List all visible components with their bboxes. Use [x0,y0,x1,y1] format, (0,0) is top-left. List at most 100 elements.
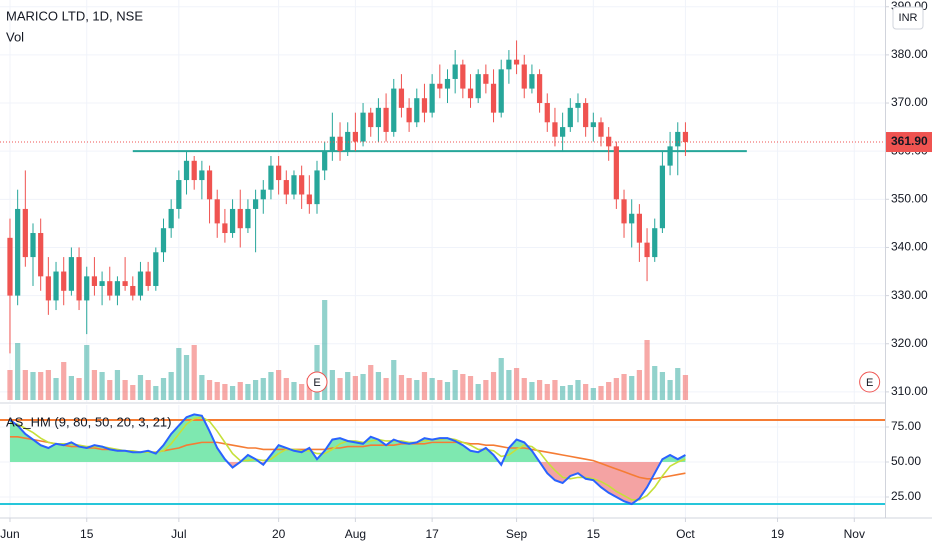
volume-bar [99,372,105,400]
volume-bar [391,360,397,400]
volume-bar [84,345,90,400]
x-tick-label: 20 [272,527,286,541]
candle-body [567,107,573,128]
volume-bar [460,374,466,400]
volume-bar [613,378,619,400]
candle-body [30,233,36,258]
volume-bar [53,378,59,400]
volume-bar [536,380,543,400]
candle-body [636,213,642,243]
candle-body [529,74,535,89]
candle-body [7,237,13,296]
candle-body [452,64,458,79]
volume-bar [552,380,558,400]
candle-body [629,213,635,224]
candle-body [322,151,328,171]
y-tick-label: 25.00 [891,489,921,503]
volume-bar [475,384,481,400]
volume-bar [30,372,36,400]
currency-button[interactable] [892,6,924,30]
y-tick-label: 320.00 [891,336,928,350]
x-tick-label: 15 [587,527,601,541]
volume-bar [252,380,259,400]
volume-bar [629,376,635,400]
event-label: E [866,377,873,389]
currency-label[interactable]: INR [899,12,918,24]
event-marker [306,371,328,393]
x-tick-label: Sep [506,527,528,541]
candle-body [145,271,151,286]
candle-body [176,180,182,209]
x-tick-label: 17 [425,527,439,541]
candle-body [206,170,213,200]
volume-bar [222,384,228,400]
volume-bar [107,380,113,400]
candle-body [276,165,282,181]
candle-body [460,64,466,89]
volume-bar [352,376,358,400]
volume-bar [299,384,305,400]
candle-body [260,189,266,200]
candle-body [483,74,489,84]
volume-bar [122,380,128,400]
candle-body [160,228,167,253]
candle-body [306,194,312,205]
volume-bar [114,370,121,400]
volume-bar [276,370,282,400]
candle-body [444,78,451,89]
candle-body [191,160,197,181]
candle-body [621,199,627,224]
volume-bar [383,378,389,400]
volume-bar [237,382,243,400]
volume-bar [544,384,550,400]
volume-bar [137,375,144,400]
candle-body [498,69,504,113]
volume-bar [490,372,497,400]
volume-bar [621,374,627,400]
volume-bar [452,370,458,400]
candle-body [314,170,320,205]
candle-body [606,136,612,147]
candle-body [521,64,527,89]
candle-body [613,146,619,200]
event-label: E [313,377,320,389]
candle-body [352,131,358,142]
volume-bar [444,382,451,400]
candle-body [183,160,190,181]
candle-body [429,83,435,113]
candle-body [383,107,389,132]
candle-body [214,199,220,224]
indicator-title: AS_HM (9, 80, 50, 20, 3, 21) [6,414,171,429]
candle-body [659,165,666,229]
volume-bar [61,362,67,400]
y-tick-label: 380.00 [891,47,928,61]
candle-body [68,257,74,291]
volume-bar [659,372,666,400]
candle-body [229,208,236,234]
volume-bar [560,386,566,400]
candle-body [237,208,243,229]
x-tick-label: 15 [80,527,94,541]
volume-bar [191,345,197,400]
x-tick-label: Aug [345,527,366,541]
last-price-label: 361.90 [891,134,928,148]
candle-body [299,175,305,195]
volume-bar [506,370,512,400]
volume-bar [575,380,581,400]
candle-body [84,276,90,301]
volume-bar [583,384,589,400]
y-tick-label: 50.00 [891,454,921,468]
volume-bar [421,372,428,400]
volume-bar [15,343,21,400]
volume-bar [176,348,182,400]
candle-body [391,88,397,132]
candle-body [22,208,28,258]
candle-body [437,83,443,89]
volume-bar [644,340,650,400]
y-tick-label: 75.00 [891,419,921,433]
candle-body [245,208,251,229]
candle-body [329,136,335,152]
